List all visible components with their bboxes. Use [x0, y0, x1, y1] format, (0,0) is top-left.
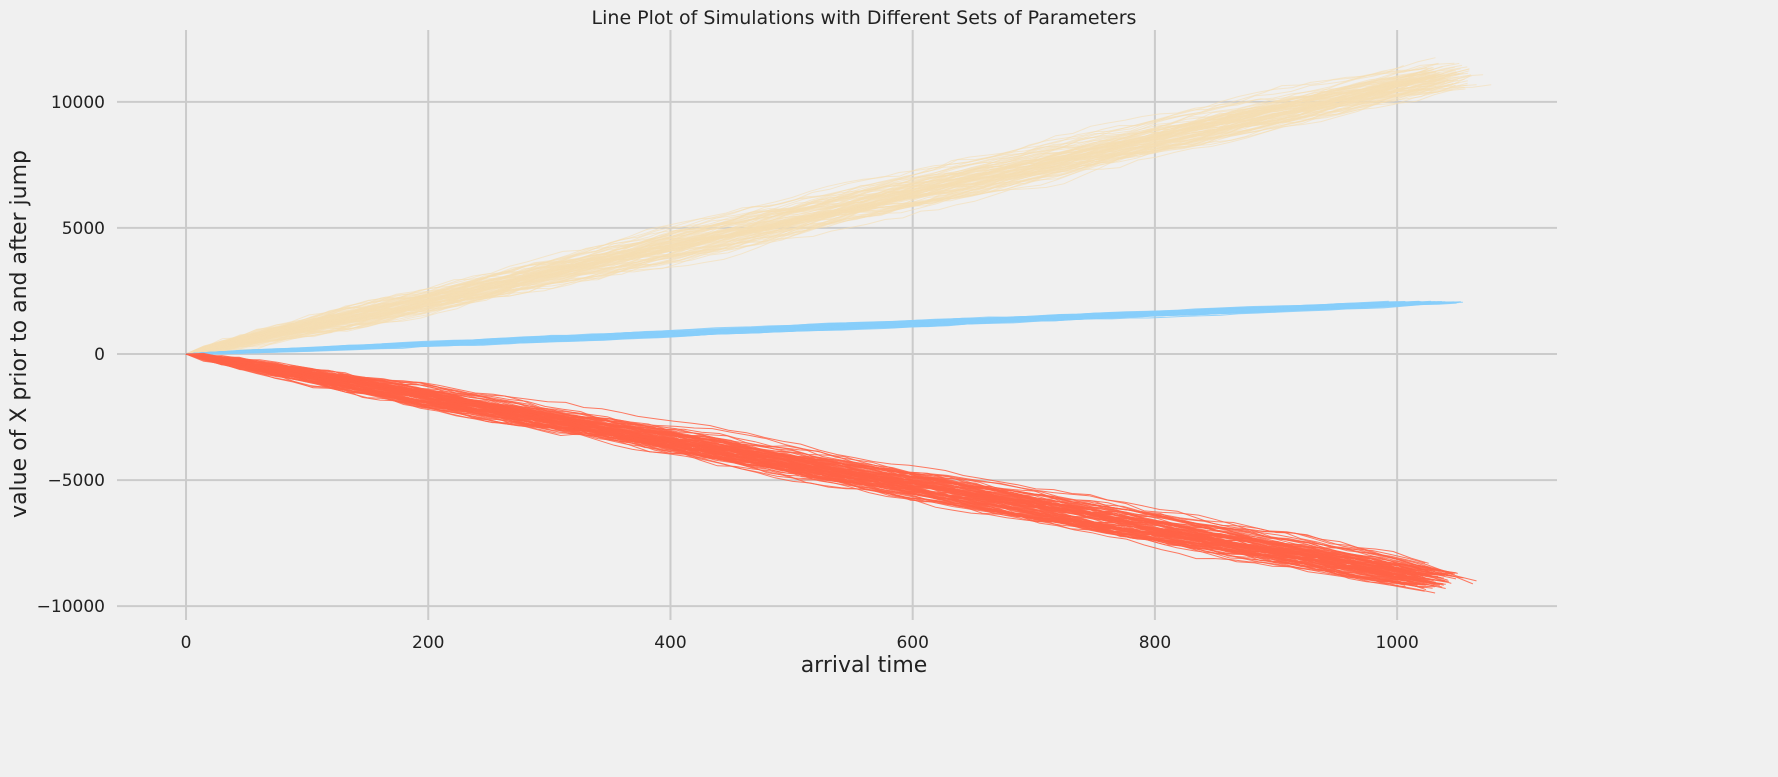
- y-tick-label: 10000: [51, 93, 105, 113]
- simulation-line: [185, 87, 1413, 355]
- simulation-line: [185, 353, 1400, 571]
- x-tick-label: 200: [412, 633, 444, 653]
- simulation-line: [185, 74, 1439, 355]
- simulation-line: [185, 301, 1423, 355]
- x-tick-label: 1000: [1376, 633, 1419, 653]
- simulation-line: [185, 72, 1458, 355]
- x-axis-label: arrival time: [801, 653, 928, 678]
- series-group: [185, 57, 1492, 355]
- y-tick-label: −10000: [37, 597, 105, 617]
- simulation-line: [185, 353, 1433, 589]
- simulation-line: [185, 72, 1440, 355]
- x-tick-label: 800: [1139, 633, 1171, 653]
- series-group: [185, 300, 1463, 355]
- simulation-line: [185, 69, 1434, 355]
- simulation-line: [185, 76, 1436, 355]
- series-group: [185, 352, 1477, 594]
- x-tick-label: 600: [896, 633, 928, 653]
- y-axis-label: value of X prior to and after jump: [7, 150, 32, 518]
- simulation-line: [185, 82, 1468, 355]
- simulation-line: [185, 353, 1429, 572]
- simulation-line: [185, 353, 1425, 592]
- simulation-line: [185, 353, 1440, 575]
- y-tick-label: −5000: [47, 471, 105, 491]
- chart-title: Line Plot of Simulations with Different …: [592, 7, 1137, 29]
- y-tick-label: 5000: [62, 219, 105, 239]
- x-tick-label: 400: [654, 633, 686, 653]
- x-tick-label: 0: [181, 633, 192, 653]
- series-layer: [185, 57, 1492, 594]
- simulation-line: [185, 300, 1432, 355]
- simulation-line: [185, 78, 1449, 355]
- y-tick-label: 0: [94, 345, 105, 365]
- simulation-line: [185, 80, 1446, 355]
- tick-labels: 0 200 400 600 800 1000 −10000 −5000 0 5000 10000: [37, 93, 1419, 653]
- simulation-line: [185, 353, 1410, 573]
- simulation-line: [185, 69, 1454, 355]
